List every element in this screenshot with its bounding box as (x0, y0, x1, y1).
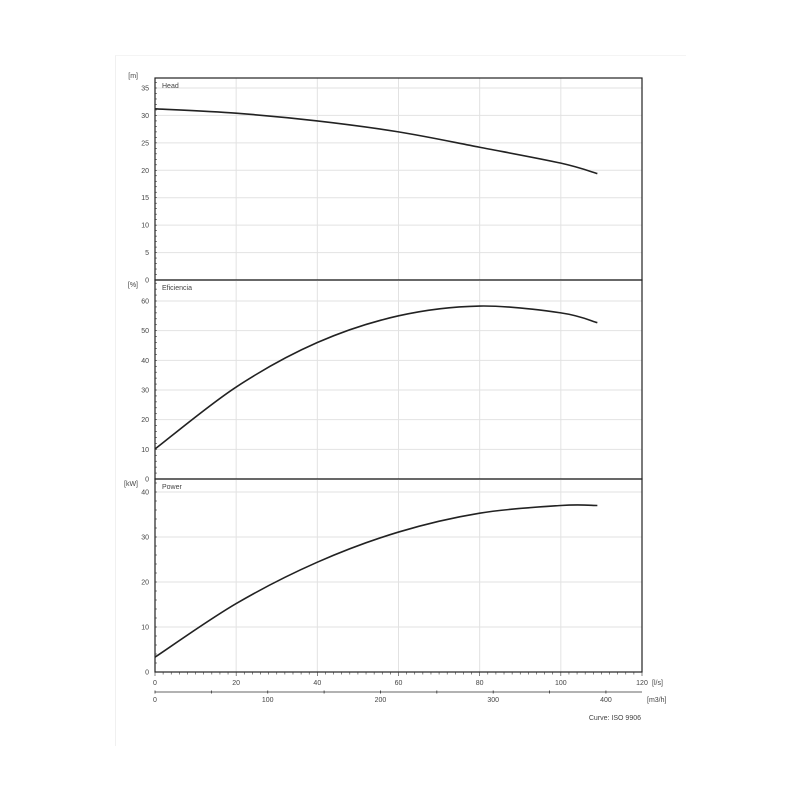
secondary-tick-label: 0 (153, 697, 157, 704)
y-tick-label: 5 (145, 250, 149, 257)
y-tick-label: 10 (141, 447, 149, 454)
y-tick-label: 0 (145, 278, 149, 285)
y-tick-label: 25 (141, 140, 149, 147)
y-tick-label: 10 (141, 223, 149, 230)
x-tick-label: 60 (395, 680, 403, 687)
x-tick-label: 120 (636, 680, 648, 687)
y-axis-unit: [kW] (124, 481, 138, 488)
series-label: Power (162, 484, 183, 491)
y-tick-label: 20 (141, 168, 149, 175)
chart-frame (115, 55, 686, 746)
x-tick-label: 100 (555, 680, 567, 687)
x-tick-label: 40 (313, 680, 321, 687)
secondary-tick-label: 300 (487, 697, 499, 704)
footer-caption: Curve: ISO 9906 (588, 715, 641, 722)
y-axis-unit: [%] (128, 282, 138, 289)
y-tick-label: 15 (141, 195, 149, 202)
series-line-head (154, 108, 598, 175)
series-line-power (154, 504, 598, 658)
secondary-tick-label: 400 (600, 697, 612, 704)
y-tick-label: 0 (145, 477, 149, 484)
x-axis-unit: [l/s] (652, 680, 663, 687)
y-tick-label: 20 (141, 417, 149, 424)
y-tick-label: 30 (141, 113, 149, 120)
y-tick-label: 40 (141, 490, 149, 497)
y-tick-label: 40 (141, 358, 149, 365)
series-line-eficiencia (154, 305, 598, 450)
x-tick-label: 20 (232, 680, 240, 687)
series-label: Eficiencia (162, 285, 192, 292)
y-tick-label: 60 (141, 299, 149, 306)
secondary-tick-label: 200 (375, 697, 387, 704)
y-tick-label: 50 (141, 328, 149, 335)
y-tick-label: 30 (141, 388, 149, 395)
y-tick-label: 10 (141, 625, 149, 632)
x-tick-label: 0 (153, 680, 157, 687)
y-tick-label: 0 (145, 670, 149, 677)
y-tick-label: 35 (141, 86, 149, 93)
secondary-axis-unit: [m3/h] (647, 697, 667, 704)
secondary-tick-label: 100 (262, 697, 274, 704)
y-tick-label: 30 (141, 535, 149, 542)
y-axis-unit: [m] (128, 73, 138, 80)
series-label: Head (162, 83, 179, 90)
x-tick-label: 80 (476, 680, 484, 687)
y-tick-label: 20 (141, 580, 149, 587)
